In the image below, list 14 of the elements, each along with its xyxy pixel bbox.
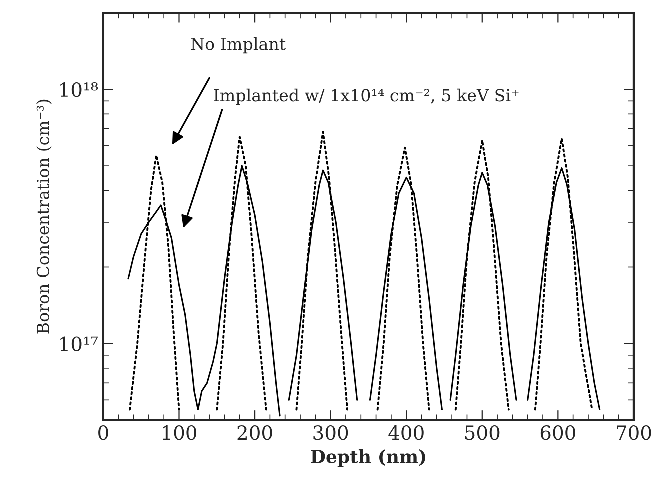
y-tick-label: 10¹⁸ [60, 82, 98, 98]
x-tick-label: 100 [163, 426, 197, 440]
x-tick-label: 500 [465, 426, 500, 440]
x-tick-label: 400 [388, 426, 424, 440]
x-tick-label: 700 [617, 426, 652, 440]
x-tick-label: 0 [98, 426, 108, 440]
y-tick-label: 10¹⁷ [60, 336, 98, 352]
annotation: No Implant [191, 38, 286, 54]
y-axis-title: Boron Concentration (cm⁻³) [36, 100, 52, 334]
annotation: Implanted w/ 1x10¹⁴ cm⁻², 5 keV Si⁺ [214, 88, 519, 105]
x-tick-label: 200 [238, 426, 272, 440]
x-tick-label: 600 [540, 426, 576, 440]
x-axis-title: Depth (nm) [311, 450, 426, 468]
x-tick-label: 300 [314, 426, 348, 440]
